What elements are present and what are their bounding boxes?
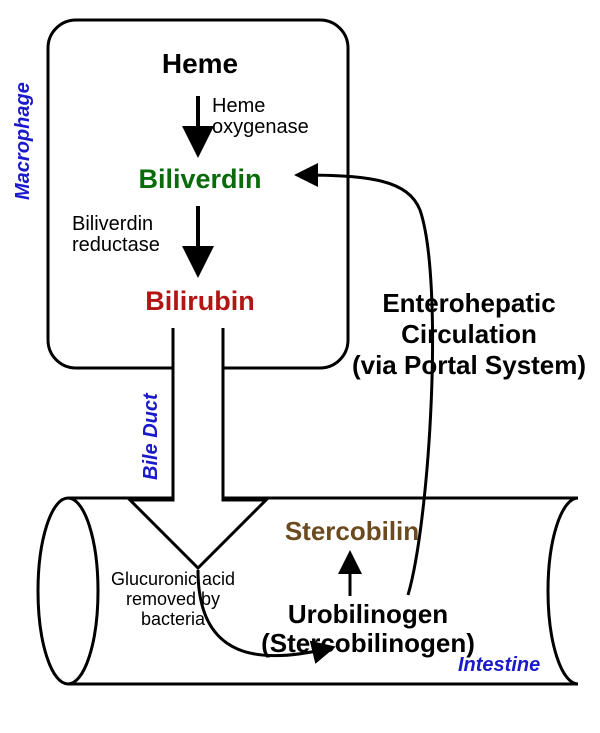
node-ehc-l3: (via Portal System) [352,350,586,380]
node-biliverdin: Biliverdin [100,164,300,195]
heme-oxygenase-l2: oxygenase [212,116,309,138]
heme-oxygenase-l1: Heme [212,95,265,117]
node-urobilinogen-l1: Urobilinogen [288,599,448,629]
node-urobilinogen: Urobilinogen (Stercobilinogen) [238,600,498,657]
label-glucuronic: Glucuronic acid removed by bacteria [98,570,248,629]
node-urobilinogen-l2: (Stercobilinogen) [261,628,475,658]
node-stercobilin: Stercobilin [252,516,452,547]
glucuronic-l2: removed by [126,589,220,609]
biliverdin-reductase-l1: Biliverdin [72,213,153,235]
node-ehc-l1: Enterohepatic [382,288,555,318]
label-biliverdin-reductase: Biliverdin reductase [72,214,160,256]
node-ehc-l2: Circulation [401,319,537,349]
glucuronic-l3: bacteria [141,609,205,629]
node-heme: Heme [120,48,280,80]
glucuronic-l1: Glucuronic acid [111,569,235,589]
label-heme-oxygenase: Heme oxygenase [212,96,309,138]
node-bilirubin: Bilirubin [100,286,300,317]
node-enterohepatic: Enterohepatic Circulation (via Portal Sy… [340,288,598,382]
label-bile-duct: Bile Duct [140,393,163,480]
label-macrophage: Macrophage [12,82,35,200]
biliverdin-reductase-l2: reductase [72,234,160,256]
